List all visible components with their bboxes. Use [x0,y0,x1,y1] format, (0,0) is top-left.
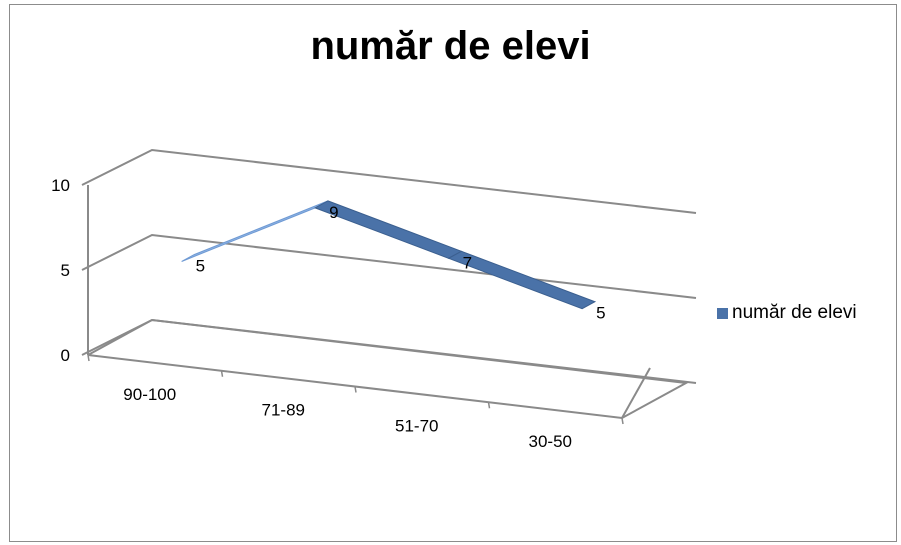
x-tick-label: 90-100 [123,385,176,404]
x-tick-mark [487,402,491,409]
x-axis-ticks: 90-100 71-89 51-70 30-50 [87,354,624,451]
legend-swatch [717,307,728,319]
legend: număr de elevi [717,302,857,324]
data-label: 5 [196,256,205,275]
y-tick-label: 10 [51,176,70,195]
data-label: 9 [329,203,338,222]
x-tick-label: 30-50 [529,432,572,451]
y-tick-label: 5 [61,261,70,280]
ribbon-segment [447,250,597,310]
x-tick-mark [621,417,624,425]
gridlines [81,148,697,384]
gridline-5 [81,233,697,299]
x-tick-mark [354,386,357,393]
chart-walls [87,185,690,420]
gridline-10 [81,148,697,214]
data-labels: 5 9 7 5 [196,203,606,323]
gridline-0 [81,318,697,384]
x-tick-label: 71-89 [262,401,305,420]
floor [87,318,690,420]
x-tick-label: 51-70 [395,416,438,435]
data-label: 7 [463,253,472,272]
x-tick-mark [220,370,224,377]
y-axis-ticks: 0 5 10 [51,176,70,365]
data-label: 5 [596,304,605,323]
x-tick-mark [87,354,90,362]
chart-area [9,4,897,542]
chart-title: număr de elevi [310,24,591,68]
series-ribbon [181,200,597,310]
legend-label: număr de elevi [732,302,857,323]
y-tick-label: 0 [61,346,70,365]
